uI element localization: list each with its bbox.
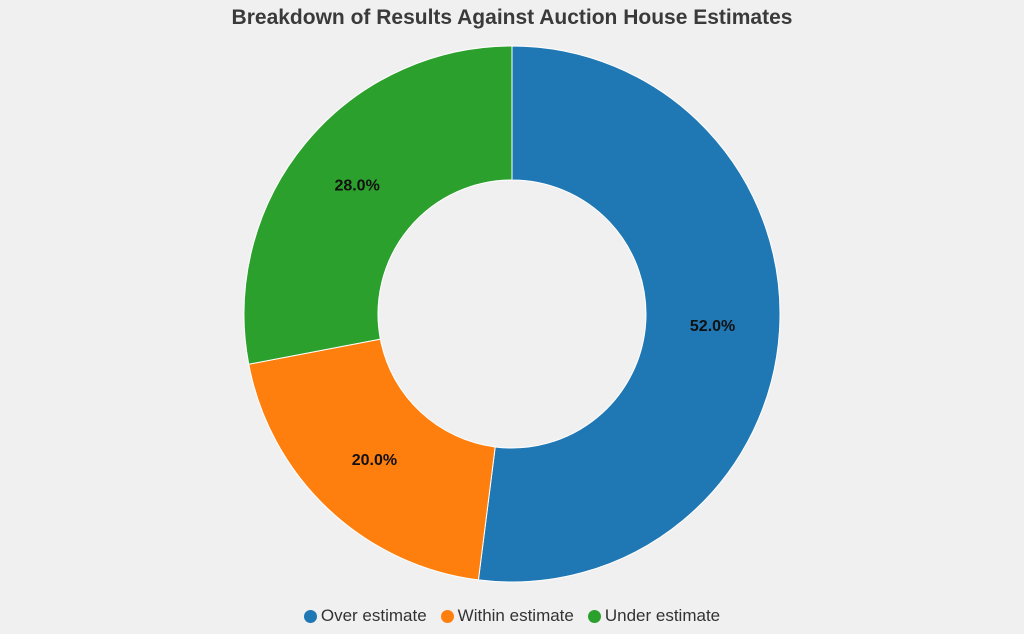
legend-marker-under [587,609,601,623]
slice-label-under: 28.0% [334,177,379,194]
slice-over[interactable] [477,45,781,583]
legend-item-under[interactable]: Under estimate [587,606,721,626]
chart-legend: Over estimate Within estimate Under esti… [0,606,1024,626]
legend-label-over: Over estimate [320,606,427,625]
slice-under[interactable] [243,45,513,365]
legend-marker-over [303,609,317,623]
legend-label-under: Under estimate [604,606,721,625]
slice-label-over: 52.0% [690,318,735,335]
chart-title: Breakdown of Results Against Auction Hou… [231,6,793,29]
legend-item-over[interactable]: Over estimate [303,606,427,626]
legend-label-within: Within estimate [457,606,574,625]
legend-marker-within [440,609,454,623]
slice-label-within: 20.0% [352,452,397,469]
slice-within[interactable] [248,338,496,581]
legend-item-within[interactable]: Within estimate [440,606,574,626]
